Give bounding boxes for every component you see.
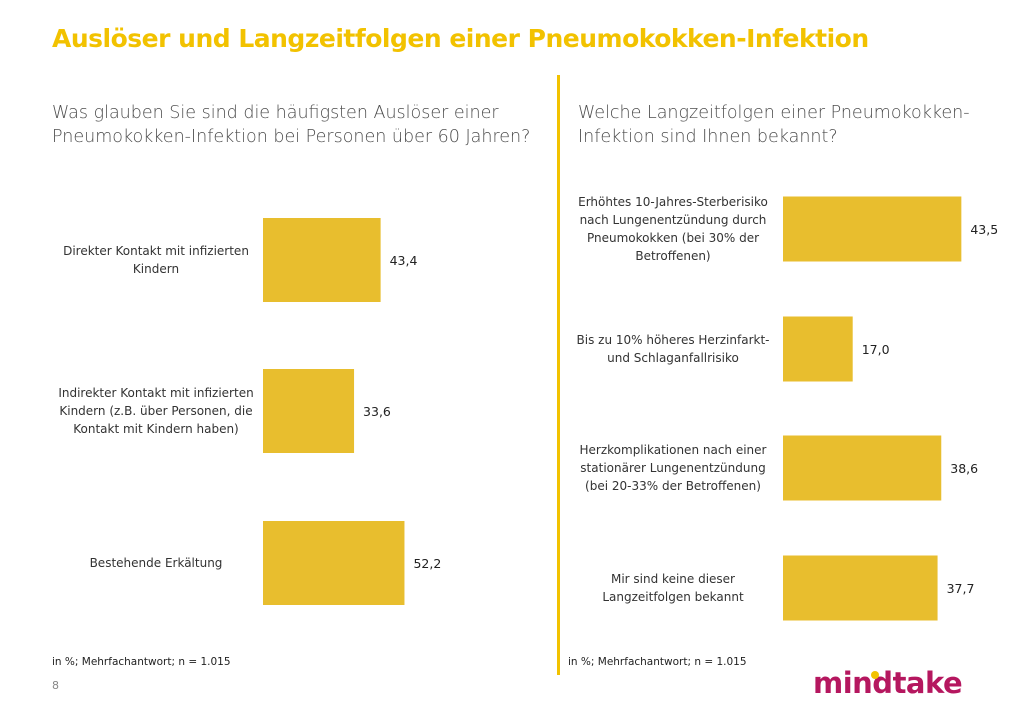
bar-1-2: [783, 435, 942, 501]
bar-0-1: [263, 369, 355, 453]
category-label-1-0: Erhöhtes 10-Jahres-Sterberisiko nach Lung…: [578, 195, 768, 263]
value-label-1-3: 37,7: [947, 581, 975, 596]
category-label-0-0: Direkter Kontakt mit infizierten Kindern: [63, 244, 249, 276]
category-label-1-3: Mir sind keine dieser Langzeitfolgen beka…: [602, 572, 744, 604]
category-label-1-2: Herzkomplikationen nach einer stationärer…: [580, 443, 767, 493]
chart-right-question: Welche Langzeitfolgen einer Pneumokokken…: [578, 103, 970, 147]
category-label-1-1: Bis zu 10% höheres Herzinfarkt-und Schla…: [577, 333, 770, 365]
bar-0-2: [263, 521, 405, 605]
bar-1-3: [783, 555, 938, 621]
value-label-0-0: 43,4: [390, 253, 418, 268]
category-label-0-2: Bestehende Erkältung: [90, 556, 223, 570]
logo-dot: [871, 671, 879, 679]
value-label-0-1: 33,6: [363, 404, 391, 419]
page-number: 8: [52, 679, 59, 692]
value-label-1-1: 17,0: [862, 342, 890, 357]
value-label-0-2: 52,2: [413, 556, 441, 571]
chart-left-footnote: in %; Mehrfachantwort; n = 1.015: [52, 656, 231, 668]
chart-right-footnote: in %; Mehrfachantwort; n = 1.015: [568, 656, 747, 668]
chart-left-question: Was glauben Sie sind die häufigsten Ausl…: [52, 103, 531, 147]
brand-logo: mindtake: [813, 666, 963, 700]
bar-1-0: [783, 196, 962, 262]
value-label-1-0: 43,5: [970, 222, 998, 237]
bar-1-1: [783, 316, 853, 382]
column-divider: [557, 75, 560, 675]
value-label-1-2: 38,6: [950, 461, 978, 476]
category-label-0-1: Indirekter Kontakt mit infizierten Kinder…: [58, 386, 253, 436]
page-title: Auslöser und Langzeitfolgen einer Pneumo…: [52, 24, 869, 53]
bar-0-0: [263, 218, 381, 302]
